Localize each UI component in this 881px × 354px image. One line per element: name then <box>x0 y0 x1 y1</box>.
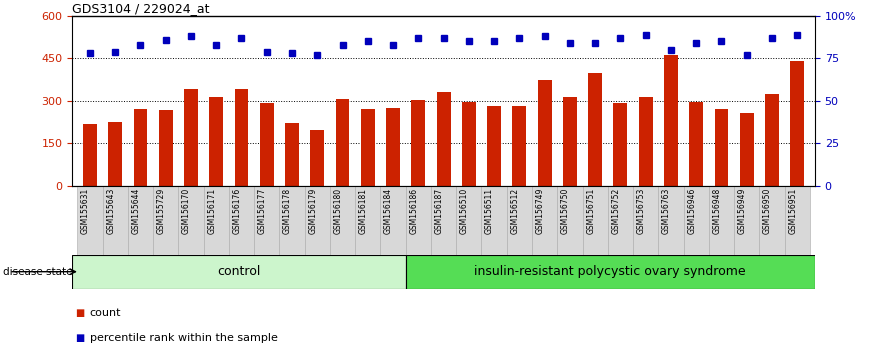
Bar <box>128 186 153 255</box>
Bar <box>709 186 734 255</box>
Bar <box>210 97 223 186</box>
Bar <box>153 186 178 255</box>
Bar <box>381 186 405 255</box>
Bar <box>785 186 810 255</box>
Bar <box>234 89 248 186</box>
Bar <box>532 186 558 255</box>
Text: GSM156510: GSM156510 <box>460 188 469 234</box>
Text: GSM156753: GSM156753 <box>637 188 646 234</box>
Bar <box>633 186 658 255</box>
Text: GSM155631: GSM155631 <box>81 188 90 234</box>
Bar <box>684 186 709 255</box>
Bar <box>102 186 128 255</box>
Bar <box>411 100 426 186</box>
Text: GSM156752: GSM156752 <box>611 188 620 234</box>
Bar <box>159 110 173 186</box>
Bar <box>664 55 677 186</box>
Bar <box>658 186 684 255</box>
Bar <box>462 102 476 186</box>
Bar <box>563 97 577 186</box>
Bar <box>83 124 97 186</box>
Bar <box>405 186 431 255</box>
Text: GSM156951: GSM156951 <box>788 188 797 234</box>
Bar <box>279 186 305 255</box>
Bar <box>285 123 299 186</box>
Text: GSM156180: GSM156180 <box>334 188 343 234</box>
Bar <box>608 186 633 255</box>
Bar <box>329 186 355 255</box>
Text: GSM156170: GSM156170 <box>182 188 191 234</box>
Text: percentile rank within the sample: percentile rank within the sample <box>90 333 278 343</box>
Text: GSM156184: GSM156184 <box>384 188 393 234</box>
Text: GSM156946: GSM156946 <box>687 188 696 234</box>
Bar <box>108 122 122 186</box>
Bar <box>714 109 729 186</box>
Bar <box>72 255 405 289</box>
Text: GSM155644: GSM155644 <box>131 188 140 234</box>
Bar <box>184 89 198 186</box>
Text: GSM156751: GSM156751 <box>586 188 596 234</box>
Text: GSM156177: GSM156177 <box>258 188 267 234</box>
Bar <box>431 186 456 255</box>
Bar <box>759 186 785 255</box>
Text: GSM156763: GSM156763 <box>662 188 671 234</box>
Text: GSM156187: GSM156187 <box>434 188 444 234</box>
Text: GSM155729: GSM155729 <box>157 188 166 234</box>
Bar <box>336 99 350 186</box>
Text: GSM156181: GSM156181 <box>359 188 367 234</box>
Text: ■: ■ <box>75 333 84 343</box>
Bar <box>310 130 324 186</box>
Bar <box>689 102 703 186</box>
Text: GSM156949: GSM156949 <box>737 188 747 234</box>
Text: GSM156950: GSM156950 <box>763 188 772 234</box>
Bar <box>437 92 450 186</box>
Bar <box>639 97 653 186</box>
Text: GSM156750: GSM156750 <box>561 188 570 234</box>
Text: ■: ■ <box>75 308 84 318</box>
Text: GSM156749: GSM156749 <box>536 188 544 234</box>
Bar <box>405 255 815 289</box>
Text: GSM155643: GSM155643 <box>107 188 115 234</box>
Bar <box>305 186 329 255</box>
Bar <box>740 113 753 186</box>
Text: count: count <box>90 308 122 318</box>
Bar <box>386 108 400 186</box>
Bar <box>537 80 552 186</box>
Bar <box>734 186 759 255</box>
Bar <box>178 186 204 255</box>
Text: GSM156512: GSM156512 <box>510 188 520 234</box>
Text: GSM156948: GSM156948 <box>713 188 722 234</box>
Bar <box>254 186 279 255</box>
Bar <box>765 93 779 186</box>
Bar <box>507 186 532 255</box>
Text: disease state: disease state <box>3 267 72 277</box>
Bar <box>456 186 482 255</box>
Text: insulin-resistant polycystic ovary syndrome: insulin-resistant polycystic ovary syndr… <box>475 265 746 278</box>
Text: GSM156178: GSM156178 <box>283 188 292 234</box>
Text: GDS3104 / 229024_at: GDS3104 / 229024_at <box>72 2 210 15</box>
Text: GSM156179: GSM156179 <box>308 188 317 234</box>
Bar <box>589 73 602 186</box>
Text: GSM156171: GSM156171 <box>207 188 216 234</box>
Bar <box>134 109 147 186</box>
Bar <box>513 106 526 186</box>
Bar <box>487 106 501 186</box>
Bar <box>355 186 381 255</box>
Bar <box>78 186 102 255</box>
Bar <box>790 61 804 186</box>
Bar <box>613 103 627 186</box>
Text: GSM156176: GSM156176 <box>233 188 241 234</box>
Bar <box>229 186 254 255</box>
Bar <box>361 109 374 186</box>
Text: control: control <box>218 265 261 278</box>
Bar <box>204 186 229 255</box>
Bar <box>260 103 274 186</box>
Text: GSM156186: GSM156186 <box>410 188 418 234</box>
Bar <box>558 186 582 255</box>
Bar <box>582 186 608 255</box>
Text: GSM156511: GSM156511 <box>485 188 494 234</box>
Bar <box>482 186 507 255</box>
